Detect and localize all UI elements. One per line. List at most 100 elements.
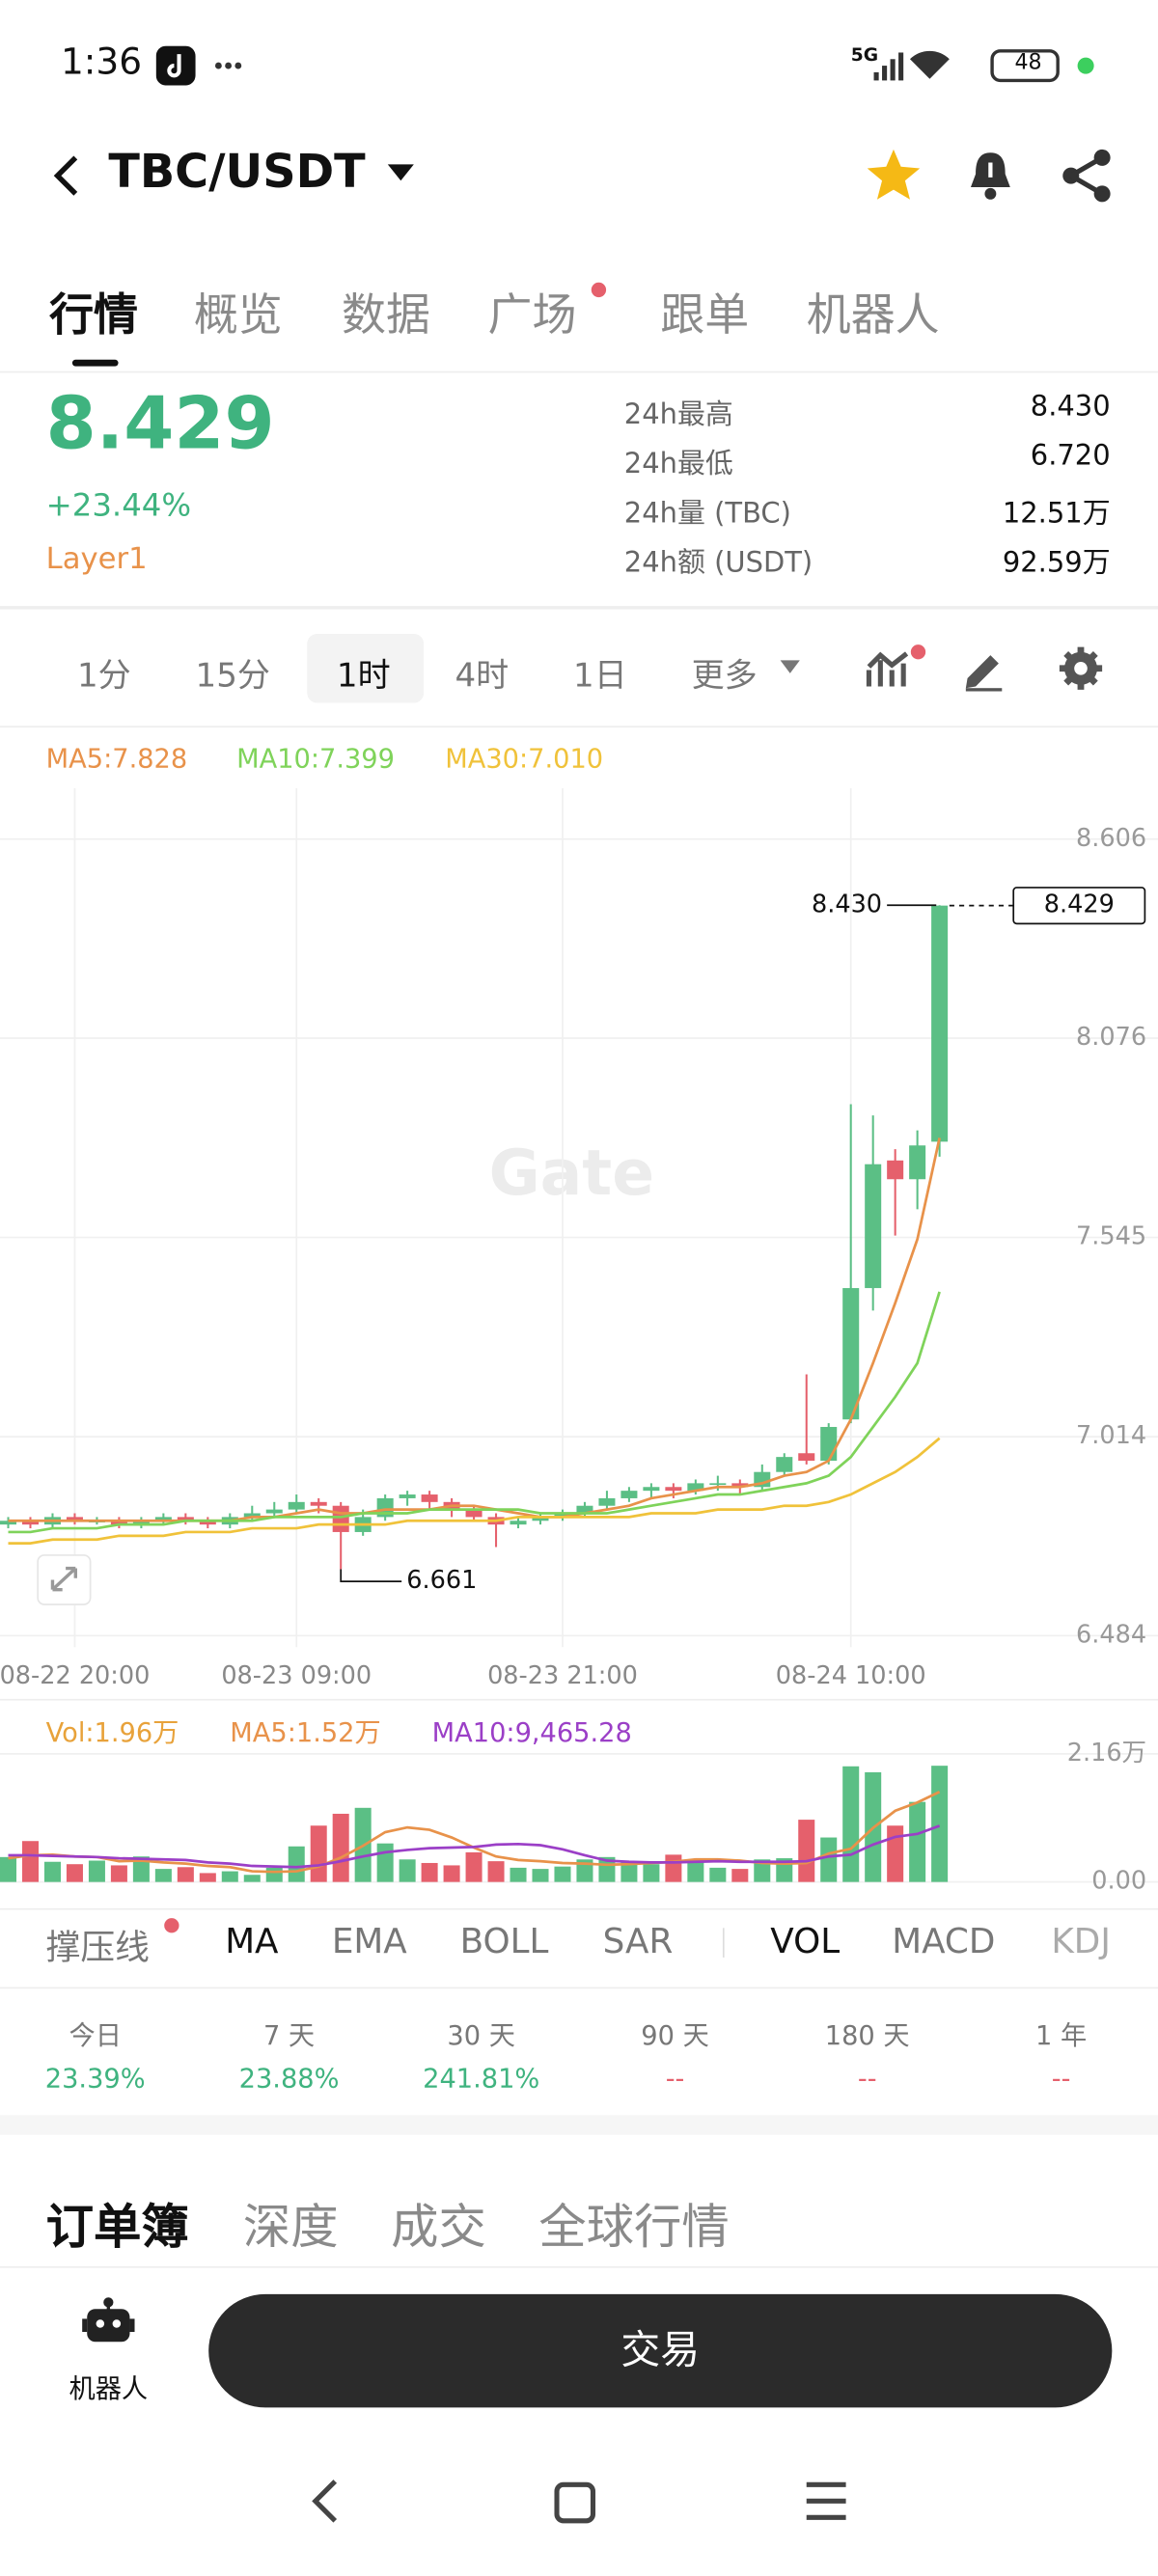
volume-bar bbox=[0, 1856, 17, 1882]
indicator-tab[interactable]: KDJ bbox=[1051, 1921, 1111, 1961]
robot-label[interactable]: 机器人 bbox=[69, 2372, 149, 2404]
settings-button[interactable] bbox=[1058, 645, 1104, 692]
bottom-tab[interactable]: 成交 bbox=[391, 2199, 486, 2256]
divider bbox=[0, 1907, 1158, 1910]
ma-line bbox=[8, 1437, 941, 1545]
volume-bar bbox=[221, 1871, 238, 1882]
candle-body bbox=[887, 1160, 904, 1180]
divider bbox=[0, 1987, 1158, 1989]
low-marker-label: 6.661 bbox=[406, 1566, 477, 1595]
period-label: 今日 bbox=[69, 2019, 122, 2051]
notification-dot bbox=[591, 282, 607, 298]
volume-bar bbox=[643, 1864, 660, 1882]
stat-value: 92.59万 bbox=[1002, 546, 1111, 580]
interval[interactable]: 15分 bbox=[195, 655, 270, 696]
bottom-tab[interactable]: 全球行情 bbox=[538, 2199, 730, 2256]
legend-entry: MA30:7.010 bbox=[445, 745, 603, 775]
volume-bar bbox=[731, 1869, 749, 1882]
volume-bar bbox=[510, 1867, 527, 1882]
y-tick-label: 7.014 bbox=[1076, 1421, 1146, 1450]
x-tick-label: 08-23 09:00 bbox=[221, 1661, 372, 1690]
volume-bar bbox=[88, 1860, 105, 1882]
volume-bar bbox=[43, 1861, 61, 1882]
pair-dropdown[interactable] bbox=[387, 164, 414, 183]
bottom-tab[interactable]: 订单簿 bbox=[45, 2199, 189, 2256]
bottom-tab[interactable]: 深度 bbox=[242, 2199, 339, 2256]
interval[interactable]: 1日 bbox=[573, 655, 627, 696]
volume-bar bbox=[443, 1865, 460, 1882]
kline-chart: Gate 8.606 8.076 7.545 7.014 6.484 08-22 20:00… bbox=[0, 745, 1158, 1896]
indicator-tab[interactable]: MA bbox=[225, 1921, 279, 1961]
last-price: 8.429 bbox=[45, 382, 275, 467]
divider bbox=[0, 726, 1158, 728]
divider bbox=[722, 1928, 725, 1958]
alert-bell[interactable] bbox=[966, 148, 1015, 204]
indicator-tab[interactable]: BOLL bbox=[459, 1921, 549, 1961]
volume-bar bbox=[465, 1851, 482, 1882]
status-time: 1:36 bbox=[60, 42, 143, 84]
fullscreen-button[interactable] bbox=[36, 1553, 92, 1605]
volume-bar bbox=[177, 1867, 194, 1882]
tab[interactable]: 行情 bbox=[49, 290, 138, 343]
candle-body bbox=[399, 1494, 416, 1498]
nav-home[interactable] bbox=[554, 2481, 596, 2524]
indicator-tab[interactable]: VOL bbox=[770, 1921, 841, 1961]
share-button[interactable] bbox=[1060, 148, 1116, 204]
candle-body bbox=[177, 1517, 194, 1521]
indicator-tab[interactable]: EMA bbox=[331, 1921, 407, 1961]
tab[interactable]: 跟单 bbox=[660, 290, 750, 343]
volume-bar bbox=[288, 1846, 305, 1882]
tab[interactable]: 概览 bbox=[193, 290, 283, 343]
candle-body bbox=[510, 1521, 527, 1525]
sector-tag[interactable]: Layer1 bbox=[45, 541, 148, 577]
period-label: 90 天 bbox=[641, 2019, 709, 2051]
y-tick-label: 0.00 bbox=[1091, 1867, 1146, 1896]
x-tick-label: 08-22 20:00 bbox=[0, 1661, 150, 1690]
legend-entry: MA10:9,465.28 bbox=[432, 1718, 632, 1748]
candle-body bbox=[931, 905, 949, 1142]
nav-back[interactable] bbox=[312, 2480, 338, 2523]
status-network: 5G bbox=[850, 43, 879, 67]
interval[interactable]: 更多 bbox=[691, 655, 758, 696]
candle-body bbox=[620, 1491, 638, 1498]
pair-title[interactable]: TBC/USDT bbox=[108, 144, 366, 199]
indicator-tab[interactable]: MACD bbox=[892, 1921, 996, 1961]
volume-bar bbox=[687, 1860, 704, 1882]
volume-bar bbox=[243, 1875, 261, 1882]
tab[interactable]: 数据 bbox=[342, 290, 430, 343]
period-return: 241.81% bbox=[423, 2062, 540, 2095]
candle-body bbox=[465, 1509, 482, 1518]
indicator-tab[interactable]: 撑压线 bbox=[45, 1928, 150, 1968]
price-change: +23.44% bbox=[45, 487, 192, 524]
volume-bar bbox=[754, 1859, 771, 1882]
candle-body bbox=[643, 1487, 660, 1492]
indicator-button[interactable] bbox=[864, 644, 929, 693]
back-button[interactable] bbox=[46, 151, 93, 201]
divider bbox=[0, 606, 1158, 610]
period-return: -- bbox=[665, 2062, 685, 2095]
legend-entry: MA10:7.399 bbox=[236, 745, 395, 775]
notification-dot bbox=[164, 1918, 179, 1933]
volume-bar bbox=[199, 1873, 216, 1882]
interval[interactable]: 4时 bbox=[455, 655, 510, 696]
more-dropdown[interactable] bbox=[780, 660, 800, 674]
robot-icon[interactable] bbox=[82, 2296, 135, 2348]
candle-body bbox=[288, 1501, 305, 1510]
favorite-star[interactable] bbox=[864, 146, 923, 205]
interval[interactable]: 1分 bbox=[77, 655, 131, 696]
trade-button[interactable]: 交易 bbox=[208, 2293, 1113, 2408]
draw-button[interactable] bbox=[961, 645, 1007, 692]
period-label: 30 天 bbox=[447, 2019, 515, 2051]
y-tick-label: 7.545 bbox=[1076, 1222, 1146, 1251]
tab[interactable]: 广场 bbox=[487, 290, 577, 343]
candle-body bbox=[110, 1521, 127, 1525]
ma-line bbox=[8, 1137, 941, 1522]
tab[interactable]: 机器人 bbox=[806, 290, 940, 343]
indicator-tab[interactable]: SAR bbox=[602, 1921, 674, 1961]
volume-bar bbox=[842, 1766, 860, 1882]
volume-bar bbox=[132, 1856, 150, 1882]
candle-body bbox=[598, 1497, 616, 1506]
interval[interactable]: 1时 bbox=[336, 655, 391, 696]
candle-body bbox=[665, 1487, 682, 1492]
nav-menu[interactable] bbox=[806, 2481, 846, 2520]
